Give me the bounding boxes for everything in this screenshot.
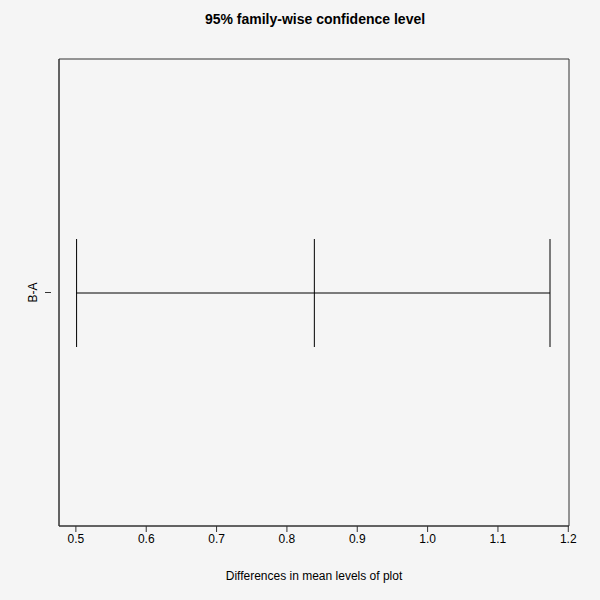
svg-text:0.5: 0.5	[68, 532, 85, 546]
svg-text:1.0: 1.0	[419, 532, 436, 546]
html-text:Differences in mean levels of: Differences in mean levels of plot	[225, 569, 403, 583]
svg-text:1.1: 1.1	[490, 532, 507, 546]
svg-text:0.7: 0.7	[208, 532, 225, 546]
svg-text:0.6: 0.6	[138, 532, 155, 546]
html-text:95% family-wise confidence lev: 95% family-wise confidence level	[204, 11, 426, 27]
svg-text:1.2: 1.2	[560, 532, 577, 546]
svg-text:0.9: 0.9	[349, 532, 366, 546]
svg-text:0.8: 0.8	[279, 532, 296, 546]
svg-text:B-A: B-A	[26, 282, 40, 302]
